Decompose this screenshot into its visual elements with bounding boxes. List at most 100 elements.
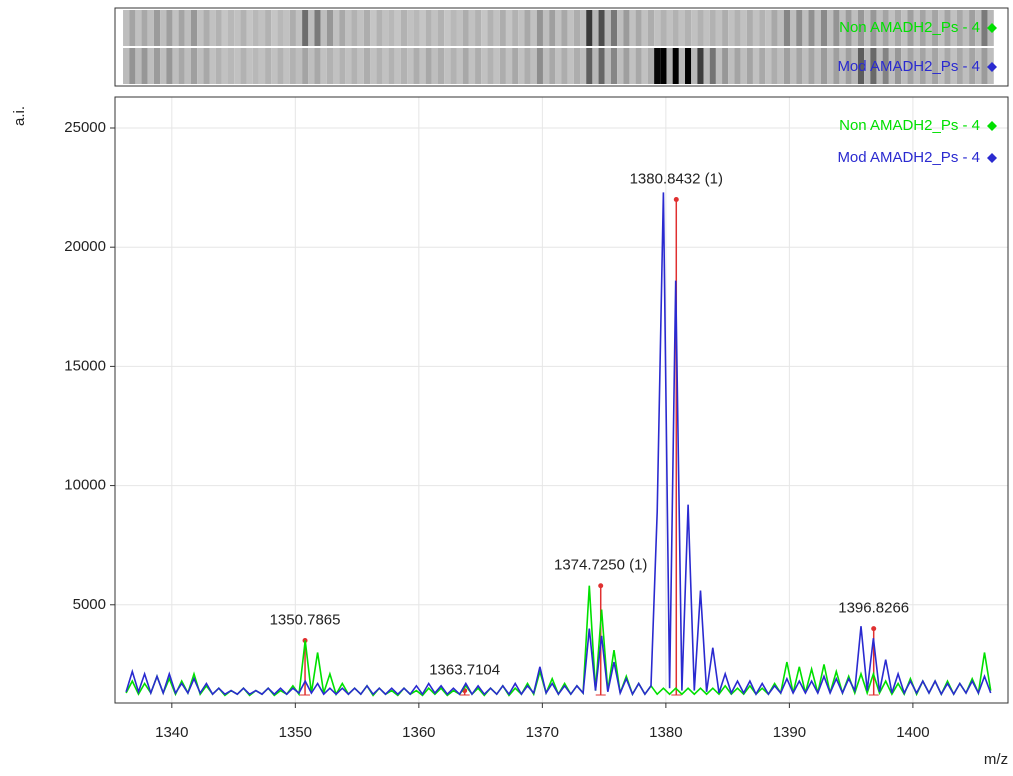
gel-band — [382, 10, 388, 46]
gel-band — [191, 48, 197, 84]
gel-band — [345, 48, 351, 84]
gel-band — [691, 48, 697, 84]
gel-band — [450, 10, 456, 46]
gel-band — [259, 10, 265, 46]
gel-band — [358, 48, 364, 84]
gel-band — [123, 10, 129, 46]
peak-dot — [674, 197, 679, 202]
gel-band — [419, 10, 425, 46]
gel-band — [771, 48, 777, 84]
gel-band — [827, 10, 833, 46]
gel-band — [308, 10, 314, 46]
x-tick-label: 1360 — [402, 724, 435, 741]
gel-band — [475, 48, 481, 84]
gel-band — [679, 10, 685, 46]
gel-band — [537, 10, 543, 46]
gel-band — [284, 10, 290, 46]
gel-band — [494, 10, 500, 46]
gel-band — [586, 10, 592, 46]
gel-band — [673, 10, 679, 46]
gel-band — [475, 10, 481, 46]
gel-band — [438, 10, 444, 46]
plot-legend-label: Mod AMADH2_Ps - 4 — [837, 149, 980, 166]
gel-band — [512, 48, 518, 84]
gel-band — [722, 10, 728, 46]
gel-band — [574, 48, 580, 84]
gel-band — [605, 10, 611, 46]
gel-band — [345, 10, 351, 46]
chart: a.i. m/z 1340135013601370138013901400500… — [0, 0, 1013, 771]
gel-band — [734, 48, 740, 84]
gel-band — [555, 10, 561, 46]
background — [0, 0, 1013, 771]
gel-band — [568, 10, 574, 46]
gel-band — [809, 48, 815, 84]
gel-band — [778, 48, 784, 84]
gel-band — [549, 48, 555, 84]
gel-band — [481, 48, 487, 84]
gel-band — [352, 48, 358, 84]
gel-band — [623, 48, 629, 84]
x-tick-label: 1370 — [526, 724, 559, 741]
gel-band — [506, 48, 512, 84]
gel-band — [537, 48, 543, 84]
gel-band — [518, 10, 524, 46]
gel-band — [234, 48, 240, 84]
gel-band — [704, 48, 710, 84]
gel-band — [216, 48, 222, 84]
gel-band — [413, 10, 419, 46]
gel-band — [673, 48, 679, 84]
gel-band — [778, 10, 784, 46]
gel-band — [327, 10, 333, 46]
plot-legend-label: Non AMADH2_Ps - 4 — [839, 117, 980, 134]
gel-band — [747, 48, 753, 84]
gel-band — [605, 48, 611, 84]
gel-band — [302, 10, 308, 46]
gel-band — [623, 10, 629, 46]
gel-band — [407, 10, 413, 46]
y-axis-label: a.i. — [11, 106, 28, 126]
gel-band — [469, 10, 475, 46]
gel-band — [531, 48, 537, 84]
gel-band — [253, 48, 259, 84]
gel-band — [271, 48, 277, 84]
gel-band — [524, 10, 530, 46]
gel-band — [809, 10, 815, 46]
gel-band — [247, 48, 253, 84]
y-tick-label: 25000 — [64, 119, 106, 136]
gel-band — [438, 48, 444, 84]
gel-band — [543, 48, 549, 84]
gel-band — [654, 10, 660, 46]
gel-band — [321, 10, 327, 46]
gel-band — [487, 48, 493, 84]
gel-band — [185, 48, 191, 84]
gel-band — [574, 10, 580, 46]
gel-band — [389, 10, 395, 46]
y-tick-label: 10000 — [64, 477, 106, 494]
gel-band — [444, 48, 450, 84]
x-tick-label: 1390 — [773, 724, 806, 741]
gel-band — [172, 10, 178, 46]
gel-band — [660, 48, 666, 84]
x-tick-label: 1400 — [896, 724, 929, 741]
gel-band — [290, 10, 296, 46]
gel-band — [247, 10, 253, 46]
gel-band — [432, 48, 438, 84]
gel-band — [759, 10, 765, 46]
gel-band — [352, 10, 358, 46]
peak-dot — [871, 626, 876, 631]
gel-band — [586, 48, 592, 84]
gel-band — [629, 10, 635, 46]
gel-band — [185, 10, 191, 46]
gel-band — [413, 48, 419, 84]
gel-band — [203, 10, 209, 46]
gel-band — [531, 10, 537, 46]
gel-band — [704, 10, 710, 46]
peak-label: 1363.7104 — [429, 662, 500, 679]
gel-band — [302, 48, 308, 84]
strip-legend-label: Non AMADH2_Ps - 4 — [839, 19, 980, 36]
gel-band — [629, 48, 635, 84]
gel-band — [697, 48, 703, 84]
gel-band — [697, 10, 703, 46]
gel-band — [710, 10, 716, 46]
